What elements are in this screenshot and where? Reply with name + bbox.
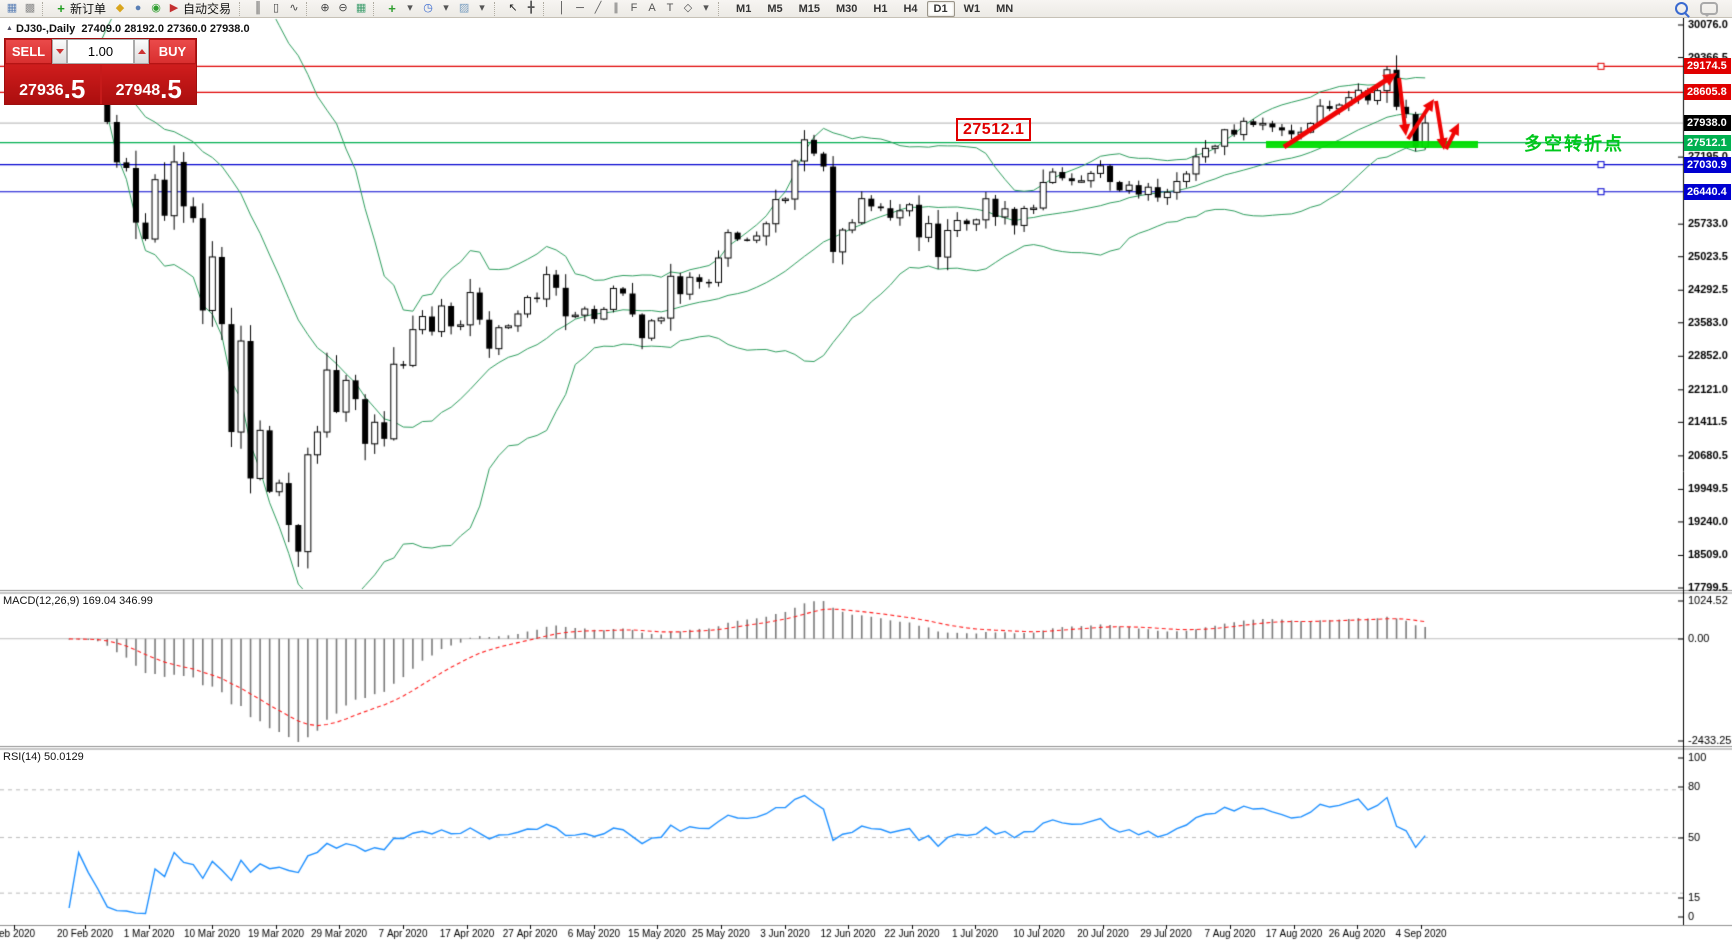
cursor-icon[interactable]: ↖ <box>508 2 518 14</box>
new-chart-icon[interactable]: ▦ <box>6 2 18 14</box>
sell-button[interactable]: SELL <box>5 39 52 64</box>
pivot-annotation-text[interactable]: 多空转折点 <box>1524 134 1624 154</box>
macd-indicator-label: MACD(12,26,9) 169.04 346.99 <box>3 595 153 607</box>
crosshair-icon[interactable]: ╋ <box>527 2 535 14</box>
indicators-icon[interactable]: + <box>388 1 396 16</box>
timeframe-m30[interactable]: M30 <box>836 2 858 15</box>
pivot-price-label[interactable]: 27512.1 <box>956 118 1032 141</box>
templates-dropdown-icon[interactable]: ▾ <box>479 2 485 14</box>
trade-controls-row: SELL BUY <box>5 39 196 64</box>
volume-input[interactable] <box>67 39 134 64</box>
chart-title: ▲ DJ30-,Daily 27409.0 28192.0 27360.0 279… <box>6 23 250 35</box>
periods-dropdown-icon[interactable]: ▾ <box>443 2 449 14</box>
ohlc-readout: 27409.0 28192.0 27360.0 27938.0 <box>81 23 250 35</box>
toolbar-separator <box>494 1 501 16</box>
zoom-in-icon[interactable]: ⊕ <box>320 2 330 14</box>
toolbar-separator <box>239 1 246 16</box>
sell-price-main: 27936 <box>19 82 64 99</box>
arrows-icon[interactable]: ◇ <box>683 2 693 14</box>
line-chart-icon[interactable]: ∿ <box>289 2 299 14</box>
fibonacci-icon[interactable]: F <box>630 2 638 14</box>
timeframe-mn[interactable]: MN <box>996 2 1014 15</box>
toolbar-separator <box>306 1 313 16</box>
timeframe-m1[interactable]: M1 <box>736 2 752 15</box>
toolbar-separator <box>718 1 725 16</box>
volume-decrease-button[interactable] <box>52 39 67 64</box>
sell-price-display[interactable]: 27936.5 <box>5 65 100 104</box>
chart-canvas[interactable] <box>0 18 1732 940</box>
timeframe-h1[interactable]: H1 <box>873 2 888 15</box>
tile-windows-icon[interactable]: ▦ <box>355 2 367 14</box>
buy-price-display[interactable]: 27948.5 <box>101 65 196 104</box>
autotrade-icon[interactable]: ▶ <box>169 2 179 14</box>
sell-price-frac: .5 <box>63 74 86 104</box>
chart-symbol-icon: ▲ <box>6 25 13 32</box>
toolbar-separator <box>42 1 49 16</box>
history-center-icon[interactable]: ◆ <box>115 2 125 14</box>
signals-icon[interactable]: ◉ <box>151 2 161 14</box>
buy-price-frac: .5 <box>160 74 182 104</box>
new-order-icon[interactable]: + <box>57 1 65 16</box>
toolbar-separator <box>373 1 380 16</box>
timeframe-m15[interactable]: M15 <box>798 2 820 15</box>
equidistant-channel-icon[interactable]: ∥ <box>613 2 619 14</box>
symbol-period: DJ30-,Daily <box>15 23 76 35</box>
buy-button[interactable]: BUY <box>149 39 196 64</box>
triangle-up-icon <box>137 49 146 54</box>
triangle-down-icon <box>55 49 64 54</box>
text-icon[interactable]: A <box>648 2 656 14</box>
arrows-dropdown-icon[interactable]: ▾ <box>703 2 709 14</box>
periods-icon[interactable]: ◷ <box>423 2 433 14</box>
one-click-trading-panel: SELL BUY 27936.5 27948.5 <box>4 38 197 105</box>
buy-price-main: 27948 <box>115 82 161 99</box>
toolbar: ▦ ▩ + 新订单 ◆ ● ◉ ▶ 自动交易 ║ ▯ ∿ ⊕ ⊖ ▦ + ▾ ◷ ▾ ▨ ▾ ↖ ╋ │ ─ ╱ ∥ F A T ◇ ▾ M1… <box>0 0 1732 18</box>
timeframe-d1[interactable]: D1 <box>926 0 955 17</box>
trade-prices-row: 27936.5 27948.5 <box>5 64 196 104</box>
candlestick-chart-icon[interactable]: ▯ <box>273 2 280 14</box>
expert-advisor-icon[interactable]: ● <box>134 2 142 14</box>
timeframe-m5[interactable]: M5 <box>767 2 783 15</box>
rsi-indicator-label: RSI(14) 50.0129 <box>3 751 84 763</box>
chat-icon[interactable] <box>1700 2 1718 17</box>
new-order-button[interactable]: 新订单 <box>70 2 107 16</box>
bar-chart-icon[interactable]: ║ <box>254 2 262 14</box>
indicators-dropdown-icon[interactable]: ▾ <box>407 2 413 14</box>
chart-window-icon[interactable]: ▩ <box>24 2 36 14</box>
search-icon[interactable] <box>1675 2 1688 15</box>
autotrade-button[interactable]: 自动交易 <box>183 2 232 16</box>
templates-icon[interactable]: ▨ <box>458 2 470 14</box>
timeframe-h4[interactable]: H4 <box>903 2 918 15</box>
trendline-icon[interactable]: ╱ <box>594 2 602 14</box>
volume-increase-button[interactable] <box>134 39 149 64</box>
text-label-icon[interactable]: T <box>666 2 674 14</box>
toolbar-separator <box>543 1 550 16</box>
timeframe-w1[interactable]: W1 <box>963 2 981 15</box>
vertical-line-icon[interactable]: │ <box>558 2 566 14</box>
horizontal-line-icon[interactable]: ─ <box>576 2 584 14</box>
zoom-out-icon[interactable]: ⊖ <box>338 2 348 14</box>
